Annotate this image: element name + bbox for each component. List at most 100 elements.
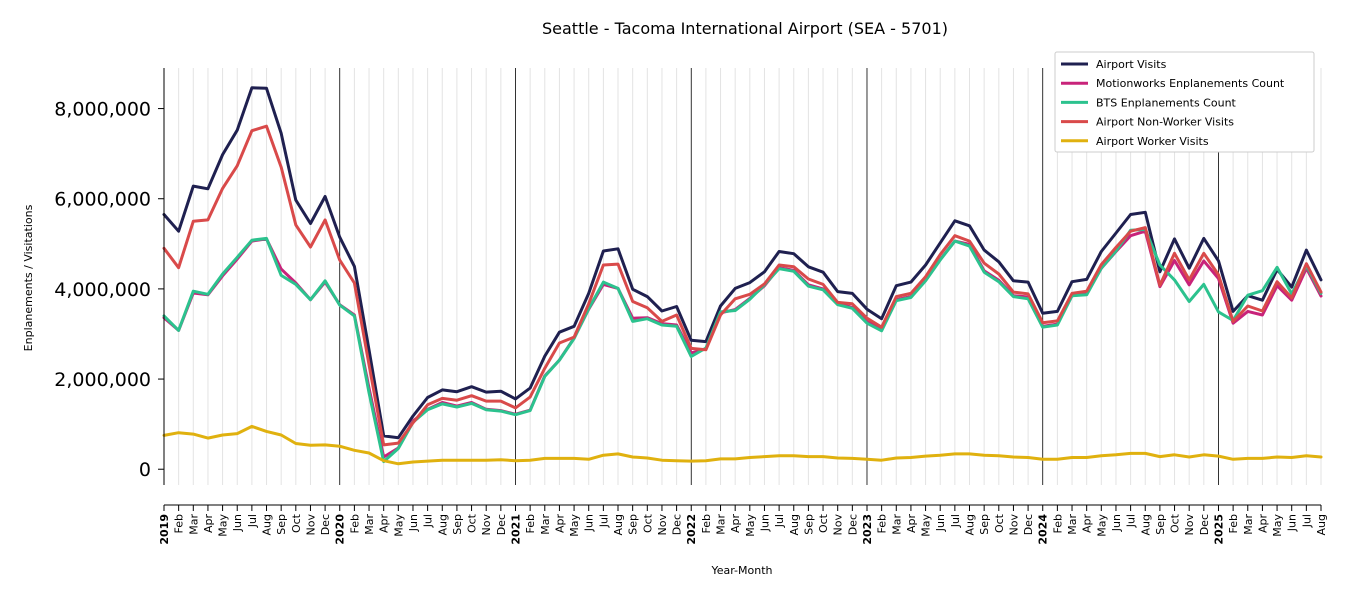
x-tick-label: Oct <box>1169 513 1182 533</box>
legend-label: Airport Worker Visits <box>1096 135 1209 148</box>
legend-label: Motionworks Enplanements Count <box>1096 77 1285 90</box>
x-tick-label: Jul <box>422 514 435 528</box>
x-tick-label: Dec <box>319 514 332 535</box>
series-airport-visits <box>162 86 1323 440</box>
x-tick-label: May <box>1095 514 1108 537</box>
legend-label: Airport Visits <box>1096 58 1167 71</box>
x-tick-label: May <box>568 514 581 537</box>
legend-label: Airport Non-Worker Visits <box>1096 116 1234 129</box>
x-tick-label: 2024 <box>1037 514 1050 545</box>
series-lines <box>162 86 1323 466</box>
y-tick-label: 8,000,000 <box>54 99 151 121</box>
x-tick-label: Jul <box>773 514 786 528</box>
x-tick-label: Jun <box>583 514 596 532</box>
x-tick-label: Nov <box>1183 514 1196 536</box>
x-tick-label: Dec <box>495 514 508 535</box>
x-tick-label: Jul <box>1300 514 1313 528</box>
x-tick-label: Jun <box>407 514 420 532</box>
x-tick-label: 2025 <box>1213 514 1226 545</box>
legend: Airport Visits Motionworks Enplanements C… <box>1054 51 1315 153</box>
y-tick-label: 2,000,000 <box>54 369 151 391</box>
x-axis-ticks: 2019 Feb Mar Apr May Jun Jul Aug Sep Oct Nov Dec 202… <box>158 505 1328 545</box>
x-axis-label: Year-Month <box>710 564 772 577</box>
x-tick-label: Apr <box>378 514 391 534</box>
x-tick-label: Apr <box>553 514 566 534</box>
x-tick-label: Sep <box>627 514 640 535</box>
x-tick-label: Aug <box>261 514 274 535</box>
x-tick-label: Sep <box>802 514 815 535</box>
x-tick-label: May <box>920 514 933 537</box>
x-tick-label: Oct <box>290 513 303 533</box>
x-tick-label: Mar <box>1242 514 1255 535</box>
x-tick-label: Jul <box>1125 514 1138 528</box>
x-tick-label: Jul <box>597 514 610 528</box>
x-tick-label: Mar <box>890 514 903 535</box>
x-tick-label: May <box>744 514 757 537</box>
y-axis-label: Enplanements / Visitations <box>22 204 35 351</box>
x-tick-label: Apr <box>729 514 742 534</box>
x-tick-label: Jul <box>246 514 259 528</box>
x-tick-label: Nov <box>832 514 845 536</box>
x-tick-label: Oct <box>466 513 479 533</box>
series-airport-worker-visits <box>162 424 1323 466</box>
x-tick-label: May <box>217 514 230 537</box>
x-tick-label: Feb <box>173 514 186 533</box>
x-tick-label: Aug <box>436 514 449 535</box>
x-tick-label: Feb <box>524 514 537 533</box>
chart-title: Seattle - Tacoma International Airport (… <box>542 19 948 38</box>
y-tick-label: 0 <box>139 459 151 481</box>
x-tick-label: Apr <box>1081 514 1094 534</box>
x-tick-label: Feb <box>700 514 713 533</box>
x-tick-label: Jun <box>934 514 947 532</box>
x-tick-label: Feb <box>1227 514 1240 533</box>
x-tick-label: Oct <box>641 513 654 533</box>
x-tick-label: Nov <box>1007 514 1020 536</box>
x-tick-label: Aug <box>964 514 977 535</box>
x-tick-label: Mar <box>539 514 552 535</box>
x-tick-label: May <box>1271 514 1284 537</box>
x-tick-label: Sep <box>1154 514 1167 535</box>
x-tick-label: Nov <box>305 514 318 536</box>
x-tick-label: Apr <box>202 514 215 534</box>
x-tick-label: Dec <box>1198 514 1211 535</box>
x-tick-label: Apr <box>905 514 918 534</box>
x-tick-label: Sep <box>275 514 288 535</box>
x-tick-label: 2019 <box>158 514 171 545</box>
x-tick-label: Dec <box>846 514 859 535</box>
series-airport-non-worker-visits <box>162 124 1323 447</box>
x-tick-label: Feb <box>348 514 361 533</box>
x-tick-label: Aug <box>1315 514 1328 535</box>
x-tick-label: Feb <box>1051 514 1064 533</box>
axes <box>163 68 1321 506</box>
y-tick-label: 4,000,000 <box>54 279 151 301</box>
x-tick-label: Sep <box>978 514 991 535</box>
series-motionworks-enplanements-count <box>162 229 1323 459</box>
x-tick-label: Mar <box>363 514 376 535</box>
x-tick-label: 2021 <box>510 514 523 545</box>
x-tick-label: Jun <box>1286 514 1299 532</box>
x-tick-label: Oct <box>817 513 830 533</box>
x-tick-label: Nov <box>656 514 669 536</box>
x-tick-label: Apr <box>1256 514 1269 534</box>
x-tick-label: Mar <box>187 514 200 535</box>
x-tick-label: Jul <box>949 514 962 528</box>
x-tick-label: Nov <box>480 514 493 536</box>
x-tick-label: Jun <box>231 514 244 532</box>
x-tick-label: Dec <box>671 514 684 535</box>
legend-label: BTS Enplanements Count <box>1096 96 1237 109</box>
x-tick-label: May <box>392 514 405 537</box>
x-tick-label: Aug <box>612 514 625 535</box>
x-tick-label: 2023 <box>861 514 874 545</box>
x-tick-label: Oct <box>993 513 1006 533</box>
x-tick-label: Sep <box>451 514 464 535</box>
x-tick-label: Aug <box>1139 514 1152 535</box>
x-tick-label: Jun <box>1110 514 1123 532</box>
y-tick-label: 6,000,000 <box>54 189 151 211</box>
x-tick-label: Mar <box>1066 514 1079 535</box>
x-tick-label: Mar <box>715 514 728 535</box>
y-axis-ticks: 0 2,000,000 4,000,000 6,000,000 8,000,000 <box>54 99 164 481</box>
x-tick-label: Aug <box>788 514 801 535</box>
x-tick-label: Feb <box>876 514 889 533</box>
legend-box <box>1054 51 1315 153</box>
